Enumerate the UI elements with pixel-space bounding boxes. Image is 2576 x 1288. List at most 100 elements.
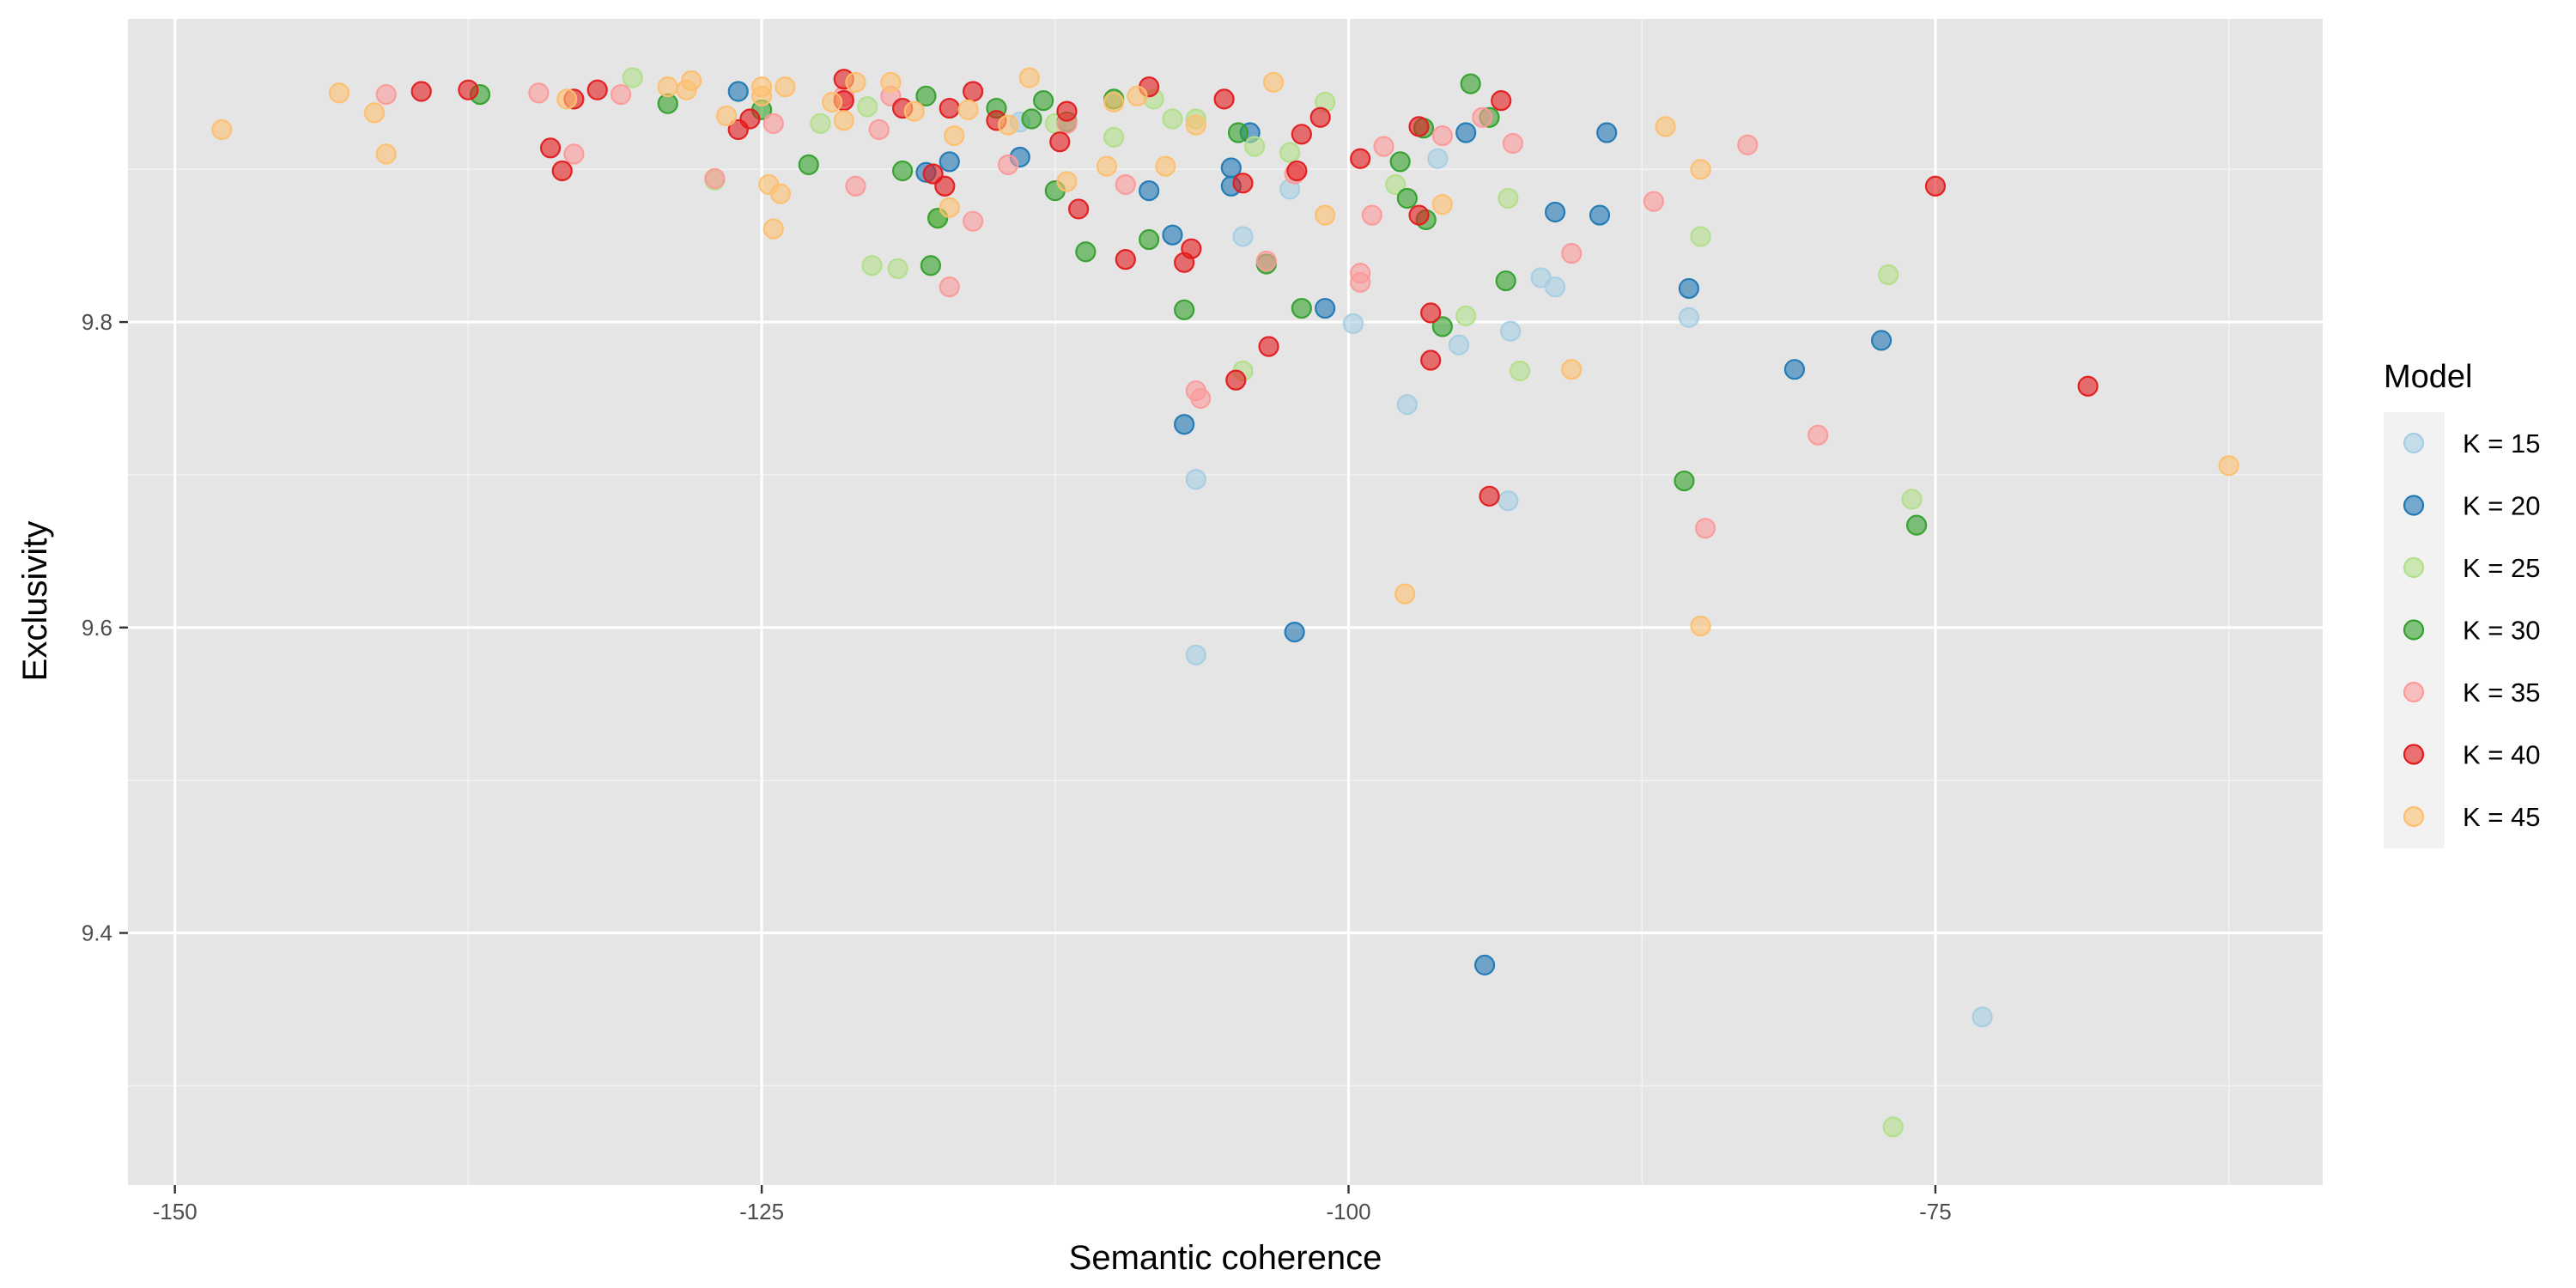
data-point <box>963 81 984 102</box>
legend-label: K = 15 <box>2463 428 2541 459</box>
data-point <box>810 112 831 134</box>
legend-items: K = 15 K = 20 K = 25 K = 30 K = 35 K = 40 K = … <box>2403 428 2541 832</box>
data-point <box>769 183 792 204</box>
data-point <box>1232 226 1254 247</box>
data-point <box>1103 91 1125 113</box>
data-point <box>1139 228 1160 251</box>
data-point <box>1174 414 1195 435</box>
data-point <box>920 255 942 276</box>
data-point <box>857 96 878 118</box>
data-point <box>1075 241 1097 263</box>
legend-key <box>2403 495 2425 516</box>
data-point <box>861 255 883 276</box>
data-point <box>1655 116 1676 137</box>
data-point <box>1350 271 1371 293</box>
data-points <box>211 67 2239 1138</box>
data-point <box>963 210 984 232</box>
data-point <box>1262 71 1285 93</box>
data-point <box>1431 125 1453 147</box>
data-point <box>680 70 702 92</box>
data-point <box>2077 375 2099 397</box>
data-point <box>1420 349 1442 371</box>
data-point <box>1878 264 1899 286</box>
data-point <box>957 99 979 120</box>
data-point <box>1115 249 1136 270</box>
legend-title: Model <box>2384 359 2473 395</box>
data-point <box>939 97 960 119</box>
data-point <box>1350 148 1371 169</box>
series-k-45 <box>211 67 2239 637</box>
data-point <box>1544 201 1566 223</box>
y-tick-label: 9.4 <box>82 920 112 946</box>
data-point <box>715 105 738 127</box>
data-point <box>610 83 632 106</box>
legend-key <box>2403 805 2425 828</box>
x-tick-label: -125 <box>739 1199 784 1224</box>
data-point <box>1737 134 1759 155</box>
major-gridlines <box>128 19 2323 1185</box>
data-point <box>1279 142 1301 163</box>
data-point <box>1018 67 1040 88</box>
data-point <box>1284 622 1305 643</box>
legend-key <box>2403 744 2425 765</box>
data-point <box>1049 131 1071 153</box>
data-point <box>887 258 908 279</box>
data-point <box>1396 394 1418 416</box>
data-point <box>1056 171 1078 192</box>
data-point <box>1394 583 1416 605</box>
data-point <box>845 175 866 197</box>
data-point <box>328 82 350 104</box>
data-point <box>1286 160 1308 182</box>
y-tick-label: 9.6 <box>82 615 112 641</box>
data-point <box>1643 191 1664 212</box>
data-point <box>539 137 562 159</box>
data-point <box>762 112 784 134</box>
data-point <box>939 151 960 173</box>
data-point <box>211 118 233 141</box>
data-point <box>1315 204 1336 226</box>
legend-label: K = 30 <box>2463 616 2541 646</box>
data-point <box>1185 114 1206 136</box>
data-point <box>1096 155 1118 177</box>
data-point <box>1674 470 1695 492</box>
data-point <box>1479 485 1500 507</box>
data-point <box>1342 313 1364 334</box>
data-point <box>1162 108 1183 130</box>
data-point <box>934 175 956 197</box>
data-point <box>1509 360 1531 382</box>
data-point <box>410 81 432 102</box>
data-point <box>1291 297 1312 319</box>
data-point <box>1385 173 1406 196</box>
x-tick-label: -150 <box>153 1199 197 1224</box>
data-point <box>1155 155 1176 177</box>
data-point <box>1500 320 1522 342</box>
legend-key <box>2403 432 2425 454</box>
data-point <box>750 85 773 106</box>
data-point <box>1309 106 1331 128</box>
data-point <box>1924 175 1947 197</box>
data-point <box>1544 276 1566 298</box>
data-point <box>939 197 960 218</box>
data-point <box>762 218 784 240</box>
series-k-20 <box>727 81 1893 975</box>
data-point <box>1678 277 1700 300</box>
data-point <box>1491 90 1512 112</box>
data-point <box>1232 173 1254 194</box>
data-point <box>1460 73 1481 94</box>
data-point <box>998 154 1019 175</box>
data-point <box>1227 122 1249 143</box>
data-point <box>1185 644 1206 665</box>
y-tick-label: 9.8 <box>82 309 112 335</box>
data-point <box>1068 198 1090 220</box>
data-point <box>556 88 578 110</box>
data-point <box>775 76 796 98</box>
data-point <box>1427 148 1449 169</box>
data-point <box>1472 106 1493 128</box>
data-point <box>458 79 479 100</box>
data-point <box>1455 122 1477 143</box>
data-point <box>727 81 749 102</box>
legend-label: K = 40 <box>2463 740 2541 770</box>
data-point <box>1498 187 1519 210</box>
data-point <box>1690 226 1711 247</box>
